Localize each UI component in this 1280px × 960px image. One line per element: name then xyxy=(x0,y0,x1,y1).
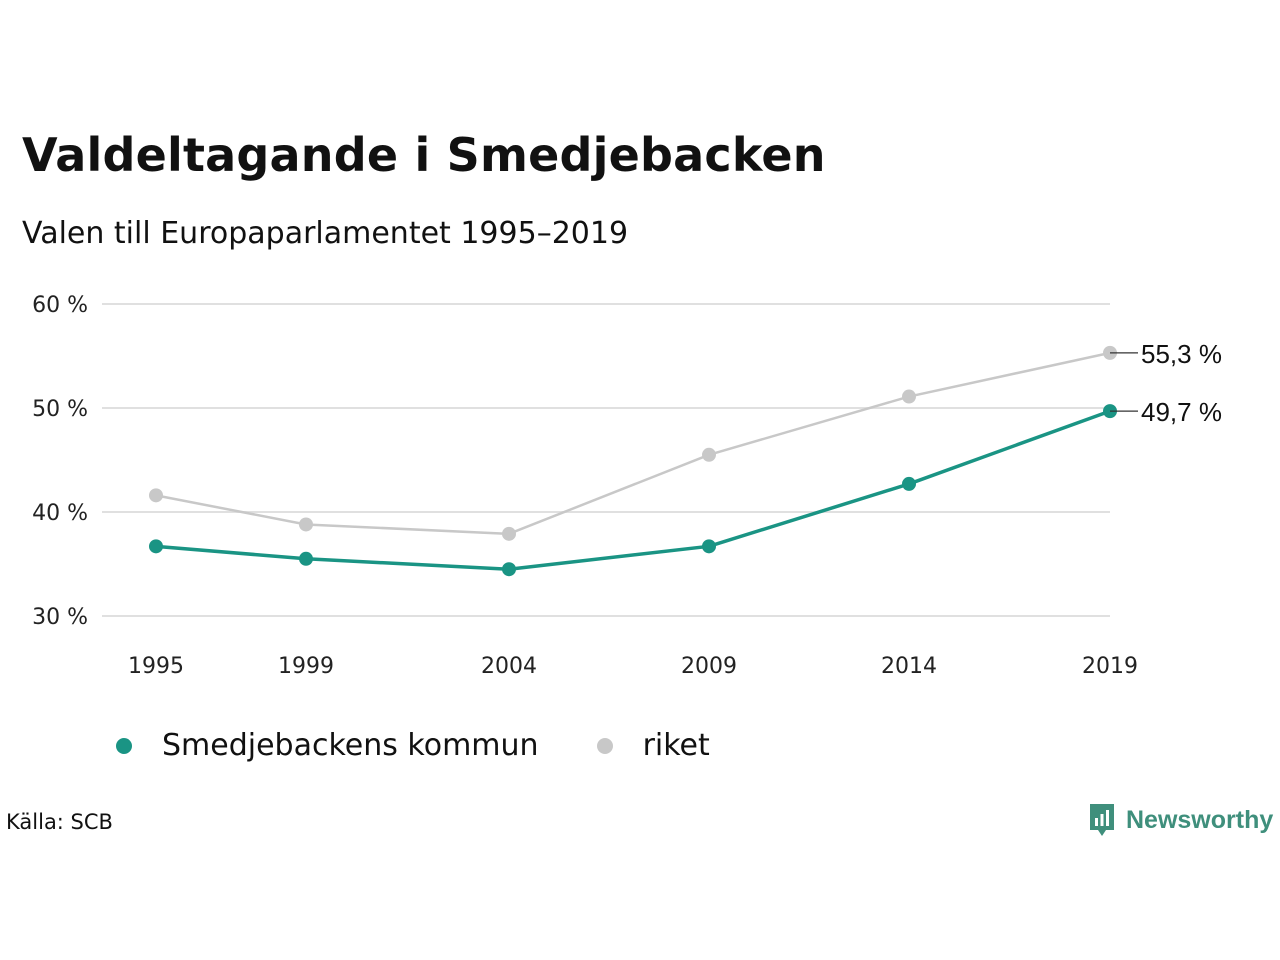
data-point-riket xyxy=(702,447,716,462)
series-smedjebackens-kommun xyxy=(149,404,1117,577)
newsworthy-logo-icon xyxy=(1090,804,1114,836)
brand-logo: Newsworthy xyxy=(1088,802,1273,838)
x-axis: 1995 1999 2004 2009 2014 2019 xyxy=(128,654,1138,679)
data-point-smedjebackens-kommun xyxy=(299,551,313,566)
y-tick-label: 50 % xyxy=(32,397,88,422)
data-point-riket xyxy=(299,517,313,532)
x-tick-label: 2004 xyxy=(481,654,537,679)
data-point-smedjebackens-kommun xyxy=(502,562,516,577)
legend-item-smedjebacken: Smedjebackens kommun xyxy=(116,728,539,763)
chart-subtitle: Valen till Europaparlamentet 1995–2019 xyxy=(22,216,629,251)
legend-label-riket: riket xyxy=(642,728,710,763)
legend-item-riket: riket xyxy=(596,728,710,763)
series-line-smedjebackens-kommun xyxy=(155,409,1111,571)
data-point-smedjebackens-kommun xyxy=(702,539,716,554)
y-tick-label: 60 % xyxy=(32,293,88,318)
legend: Smedjebackens kommun riket xyxy=(116,728,768,763)
x-tick-label: 1999 xyxy=(278,654,334,679)
legend-dot-riket xyxy=(596,737,613,754)
source-note: Källa: SCB xyxy=(6,810,113,834)
data-point-riket xyxy=(502,526,516,541)
legend-label-smedjebacken: Smedjebackens kommun xyxy=(162,728,539,763)
series-line-riket xyxy=(155,351,1111,536)
y-axis: 30 % 40 % 50 % 60 % xyxy=(32,293,88,630)
data-point-riket xyxy=(149,488,163,503)
data-point-smedjebackens-kommun xyxy=(149,539,163,554)
x-tick-label: 2014 xyxy=(881,654,937,679)
grid-layer xyxy=(102,303,1110,617)
data-point-smedjebackens-kommun xyxy=(902,476,916,491)
chart-title: Valdeltagande i Smedjebacken xyxy=(22,128,826,182)
legend-dot-smedjebacken xyxy=(116,737,132,754)
x-tick-label: 1995 xyxy=(128,654,184,679)
x-tick-label: 2019 xyxy=(1082,654,1138,679)
y-tick-label: 40 % xyxy=(32,501,88,526)
end-label-smedjebackens-kommun: 49,7 % xyxy=(1141,397,1222,427)
brand-name: Newsworthy xyxy=(1126,805,1274,834)
end-labels: 55,3 % 49,7 % xyxy=(1110,339,1222,427)
data-point-riket xyxy=(902,389,916,404)
y-tick-label: 30 % xyxy=(32,605,88,630)
end-label-riket: 55,3 % xyxy=(1141,339,1222,369)
x-tick-label: 2009 xyxy=(681,654,737,679)
series-layer xyxy=(149,345,1117,577)
